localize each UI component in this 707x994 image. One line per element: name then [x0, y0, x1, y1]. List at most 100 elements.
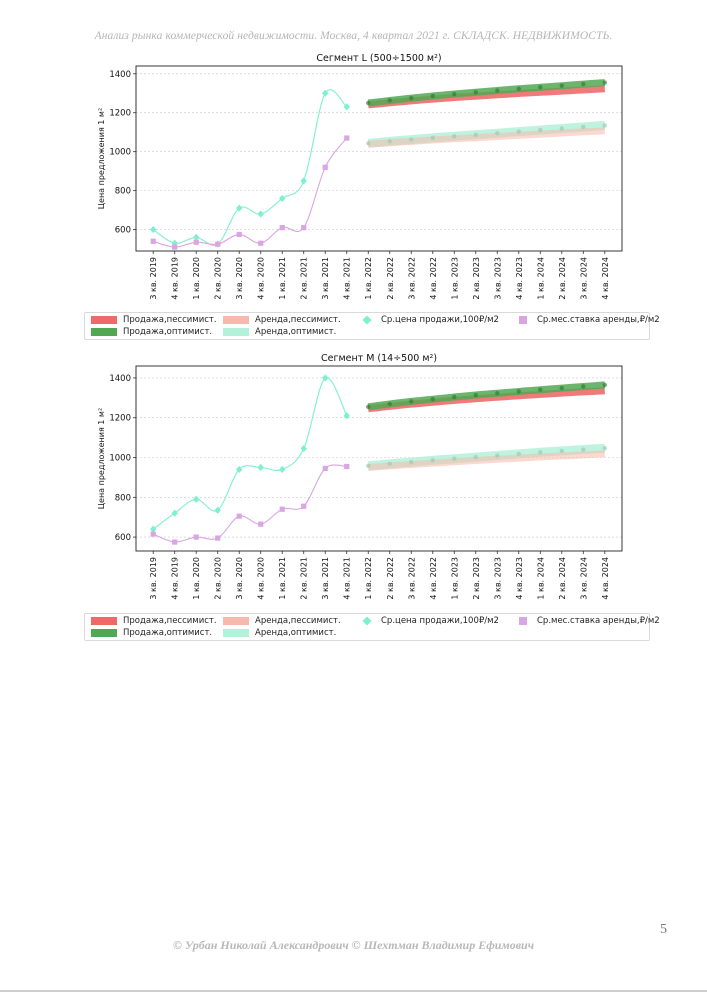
sale-price-point: [171, 509, 178, 517]
legend-square-marker: [519, 617, 527, 625]
x-tick-label: 1 кв. 2024: [536, 557, 545, 600]
x-tick-label: 2 кв. 2021: [300, 257, 309, 300]
forecast-point: [366, 463, 371, 469]
rent-rate-point: [301, 503, 307, 509]
forecast-point: [581, 124, 586, 130]
rent-rate-point: [322, 164, 328, 170]
legend-label: Продажа,пессимист.: [123, 616, 217, 626]
forecast-point: [602, 382, 607, 388]
x-tick-label: 2 кв. 2022: [386, 257, 395, 300]
forecast-point: [538, 387, 543, 392]
x-tick-label: 3 кв. 2023: [493, 257, 502, 300]
rent-rate-point: [215, 241, 221, 247]
y-tick-label: 1400: [109, 374, 131, 384]
forecast-point: [495, 391, 500, 396]
forecast-point: [430, 397, 435, 402]
x-tick-label: 3 кв. 2022: [407, 257, 416, 300]
legend-square-marker: [519, 316, 527, 324]
y-tick-label: 1000: [109, 148, 131, 158]
x-tick-label: 3 кв. 2019: [149, 557, 158, 600]
forecast-point: [581, 447, 586, 452]
x-tick-label: 1 кв. 2021: [278, 257, 287, 300]
x-tick-label: 3 кв. 2024: [579, 557, 588, 600]
y-tick-label: 1000: [109, 454, 131, 464]
sale-price-point: [193, 495, 200, 503]
forecast-point: [559, 385, 564, 391]
page-footer: © Урбан Николай Александрович © Шехтман …: [172, 938, 535, 952]
legend-segment-m: Продажа,пессимист. Продажа,оптимист. Аренд…: [84, 613, 660, 641]
rent-rate-point: [172, 539, 178, 545]
rent-rate-point: [193, 239, 199, 245]
forecast-point: [430, 93, 435, 99]
forecast-point: [602, 123, 607, 128]
rent-rate-point: [279, 225, 285, 231]
rent-rate-point: [236, 231, 242, 238]
x-tick-label: 2 кв. 2023: [472, 557, 481, 600]
x-tick-label: 2 кв. 2023: [472, 257, 481, 300]
forecast-point: [473, 392, 478, 398]
chart-title: Сегмент M (14÷500 м²): [321, 353, 437, 364]
y-tick-label: 1200: [109, 414, 131, 424]
legend-label: Продажа,пессимист.: [123, 315, 217, 325]
sale-price-point: [322, 89, 329, 97]
x-tick-label: 3 кв. 2023: [493, 557, 502, 600]
forecast-point: [452, 134, 457, 139]
forecast-point: [387, 98, 392, 103]
x-tick-label: 4 кв. 2022: [429, 557, 438, 600]
rent-rate-point: [344, 463, 350, 470]
legend-segment-l: Продажа,пессимист. Продажа,оптимист. Аренд…: [84, 312, 660, 340]
forecast-point: [430, 458, 435, 463]
x-tick-label: 2 кв. 2024: [558, 557, 567, 600]
x-tick-label: 1 кв. 2022: [364, 557, 373, 600]
x-tick-label: 2 кв. 2020: [214, 257, 223, 300]
forecast-point: [602, 80, 607, 85]
forecast-point: [516, 451, 521, 457]
forecast-point: [387, 139, 392, 144]
y-tick-label: 600: [115, 533, 131, 543]
sale-price-point: [279, 465, 286, 474]
forecast-point: [430, 135, 435, 141]
x-tick-label: 3 кв. 2020: [235, 257, 244, 300]
forecast-point: [452, 456, 457, 461]
x-tick-label: 4 кв. 2024: [601, 557, 610, 600]
rent-rate-point: [150, 238, 156, 244]
legend-label: Продажа,оптимист.: [123, 628, 213, 638]
forecast-point: [602, 445, 607, 451]
sale-price-point: [236, 204, 243, 212]
x-tick-label: 1 кв. 2022: [364, 257, 373, 300]
forecast-point: [409, 137, 414, 142]
y-axis-label: Цена предложения 1 м²: [97, 108, 106, 209]
page-header: Анализ рынка коммерческой недвижимости. …: [94, 30, 613, 42]
rent-rate-line: [153, 137, 348, 248]
legend-diamond-marker: [362, 315, 372, 325]
rent-rate-point: [215, 535, 221, 541]
sale-price-point: [279, 194, 286, 203]
forecast-point: [581, 81, 586, 87]
sale-price-line: [152, 89, 348, 246]
x-tick-label: 4 кв. 2024: [601, 257, 610, 300]
forecast-point: [559, 83, 564, 88]
forecast-point: [516, 389, 521, 394]
sale-price-point: [236, 465, 243, 474]
y-tick-label: 600: [115, 226, 131, 236]
forecast-point: [473, 90, 478, 95]
sale-price-point: [343, 103, 350, 111]
forecast-point: [559, 126, 564, 131]
forecast-point: [538, 85, 543, 90]
rent-rate-point: [258, 240, 264, 246]
y-tick-label: 800: [115, 187, 131, 197]
page-number: 5: [660, 922, 667, 937]
legend-swatch: [223, 617, 249, 625]
x-tick-label: 3 кв. 2020: [235, 557, 244, 600]
x-tick-label: 4 кв. 2023: [515, 257, 524, 300]
forecast-point: [473, 454, 478, 460]
x-tick-label: 4 кв. 2021: [343, 257, 352, 300]
forecast-point: [516, 86, 521, 91]
forecast-point: [409, 95, 414, 101]
y-axis-label: Цена предложения 1 м²: [97, 408, 106, 509]
sale-price-point: [150, 225, 157, 234]
x-tick-label: 1 кв. 2020: [192, 257, 201, 300]
forecast-band: [367, 127, 605, 148]
sale-price-point: [257, 210, 264, 218]
x-tick-label: 4 кв. 2020: [257, 557, 266, 600]
